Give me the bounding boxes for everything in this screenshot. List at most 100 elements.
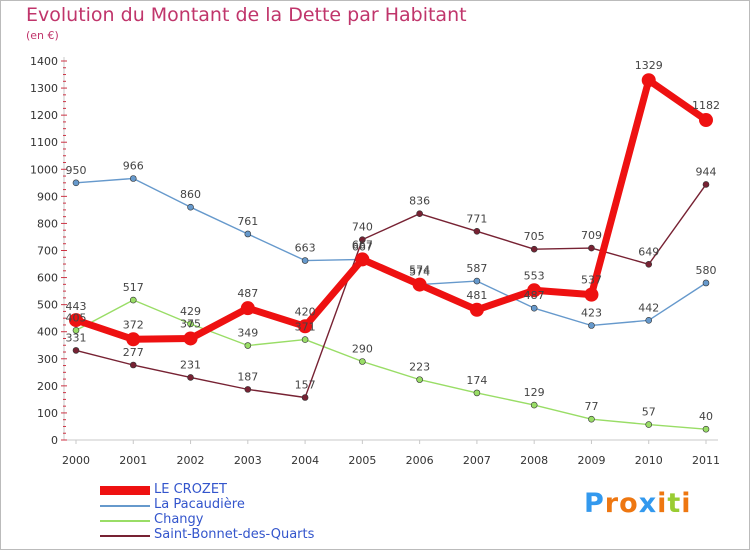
data-label: 77: [584, 400, 598, 413]
data-label: 429: [180, 305, 201, 318]
chart-subtitle: (en €): [26, 29, 59, 42]
y-tick-label: 600: [37, 272, 58, 285]
data-point: [416, 376, 423, 383]
data-label: 277: [123, 346, 144, 359]
data-label: 667: [352, 240, 373, 253]
data-label: 423: [581, 306, 602, 319]
data-label: 290: [352, 342, 373, 355]
data-label: 580: [696, 264, 717, 277]
data-point: [72, 347, 80, 354]
y-tick-label: 100: [37, 407, 58, 420]
data-point: [359, 236, 366, 243]
data-point: [244, 230, 252, 238]
data-label: 443: [66, 300, 87, 313]
data-label: 1182: [692, 99, 720, 112]
x-tick-label: 2008: [520, 454, 548, 467]
data-label: 667: [352, 238, 373, 251]
data-point: [412, 277, 427, 292]
data-label: 771: [466, 212, 487, 225]
x-tick-label: 2001: [119, 454, 147, 467]
data-label: 481: [466, 289, 487, 302]
data-label: 574: [409, 264, 430, 277]
data-label: 231: [180, 358, 201, 371]
y-tick-label: 300: [37, 353, 58, 366]
data-label: 487: [237, 287, 258, 300]
y-tick-label: 800: [37, 217, 58, 230]
logo-letter: i: [657, 488, 668, 519]
x-tick-label: 2007: [463, 454, 491, 467]
data-point: [702, 181, 710, 188]
y-tick-label: 1400: [30, 55, 58, 68]
data-point: [301, 394, 309, 401]
data-label: 57: [642, 406, 656, 419]
data-label: 375: [180, 317, 201, 330]
data-label: 950: [66, 164, 87, 177]
legend-label: LE CROZET: [154, 482, 227, 497]
data-point: [301, 257, 309, 264]
data-point: [72, 179, 80, 187]
logo-letter: r: [604, 488, 620, 519]
x-tick-label: 2006: [406, 454, 434, 467]
data-label: 709: [581, 229, 602, 242]
data-point: [527, 283, 542, 298]
data-point: [473, 227, 481, 235]
data-point: [72, 327, 80, 334]
data-label: 649: [638, 245, 659, 258]
data-point: [645, 421, 653, 428]
y-tick-label: 1300: [30, 82, 58, 95]
data-label: 860: [180, 188, 201, 201]
y-tick-label: 1100: [30, 136, 58, 149]
data-point: [702, 425, 710, 433]
data-point: [126, 332, 141, 347]
data-point: [129, 296, 137, 304]
data-label: 174: [466, 374, 487, 387]
data-point: [588, 322, 595, 329]
data-label: 129: [524, 386, 545, 399]
x-tick-label: 2010: [635, 454, 663, 467]
x-tick-label: 2011: [692, 454, 720, 467]
data-label: 761: [237, 215, 258, 228]
data-label: 420: [295, 305, 316, 318]
legend-swatch-changy: [100, 520, 150, 522]
data-label: 157: [295, 378, 316, 391]
data-label: 487: [524, 289, 545, 302]
data-label: 371: [295, 321, 316, 334]
data-label: 405: [66, 311, 87, 324]
y-tick-label: 700: [37, 245, 58, 258]
series-layer: [69, 73, 713, 433]
data-label: 944: [696, 165, 717, 178]
data-point: [129, 361, 137, 369]
data-point: [301, 336, 309, 343]
data-label: 372: [123, 318, 144, 331]
x-tick-label: 2005: [348, 454, 376, 467]
data-point: [530, 245, 538, 253]
data-label: 553: [524, 269, 545, 282]
data-point: [473, 389, 481, 397]
y-tick-label: 900: [37, 190, 58, 203]
y-tick-label: 1200: [30, 109, 58, 122]
legend-label: Saint-Bonnet-des-Quarts: [154, 527, 315, 542]
data-point: [702, 279, 710, 287]
data-point: [129, 175, 137, 182]
data-label: 187: [237, 370, 258, 383]
data-point: [416, 210, 423, 217]
x-tick-label: 2004: [291, 454, 319, 467]
data-point: [187, 320, 194, 328]
y-tick-label: 200: [37, 380, 58, 393]
data-point: [645, 317, 653, 324]
chart-title: Evolution du Montant de la Dette par Hab…: [26, 4, 467, 26]
data-label: 442: [638, 301, 659, 314]
data-label: 349: [237, 327, 258, 340]
data-label: 517: [123, 281, 144, 294]
data-point: [244, 386, 252, 393]
logo-letter: P: [584, 488, 605, 519]
data-point: [641, 73, 656, 88]
legend-swatch-saint-bonnet: [100, 535, 150, 537]
logo-letter: x: [638, 488, 658, 519]
legend-label: Changy: [154, 512, 204, 527]
data-point: [298, 319, 313, 334]
data-point: [187, 374, 194, 381]
data-label: 331: [66, 331, 87, 344]
legend-label: La Pacaudière: [154, 497, 245, 512]
